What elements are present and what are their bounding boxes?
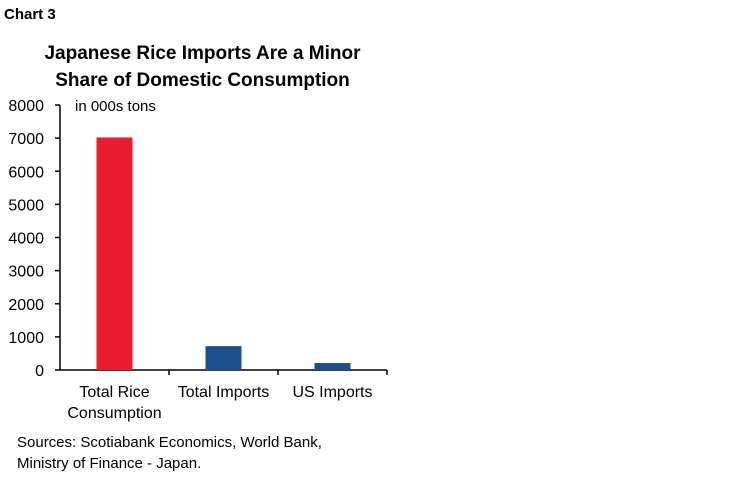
x-tick-label: US Imports — [292, 384, 372, 401]
unit-label: in 000s tons — [75, 98, 156, 115]
y-tick-label: 2000 — [8, 297, 44, 314]
y-tick-label: 6000 — [8, 164, 44, 181]
y-tick-label: 4000 — [8, 231, 44, 248]
y-tick-label: 0 — [35, 363, 44, 380]
y-tick-label: 3000 — [8, 264, 44, 281]
y-tick-label: 7000 — [8, 131, 44, 148]
sources-line-2: Ministry of Finance - Japan. — [17, 455, 202, 472]
sources-note: Sources: Scotiabank Economics, World Ban… — [17, 432, 322, 474]
y-tick-label: 8000 — [8, 98, 44, 115]
bar — [314, 363, 351, 370]
x-tick-label: Total Imports — [178, 384, 270, 401]
chart-label: Chart 3 — [4, 6, 56, 23]
chart-title-line-2: Share of Domestic Consumption — [55, 70, 350, 91]
y-tick-label: 5000 — [8, 197, 44, 214]
bar — [96, 137, 133, 370]
chart-title-line-1: Japanese Rice Imports Are a Minor — [44, 43, 361, 64]
y-tick-label: 1000 — [8, 330, 44, 347]
bar — [205, 346, 242, 370]
x-tick-label: Consumption — [67, 405, 161, 422]
sources-line-1: Sources: Scotiabank Economics, World Ban… — [17, 434, 322, 451]
x-tick-label: Total Rice — [79, 384, 149, 401]
